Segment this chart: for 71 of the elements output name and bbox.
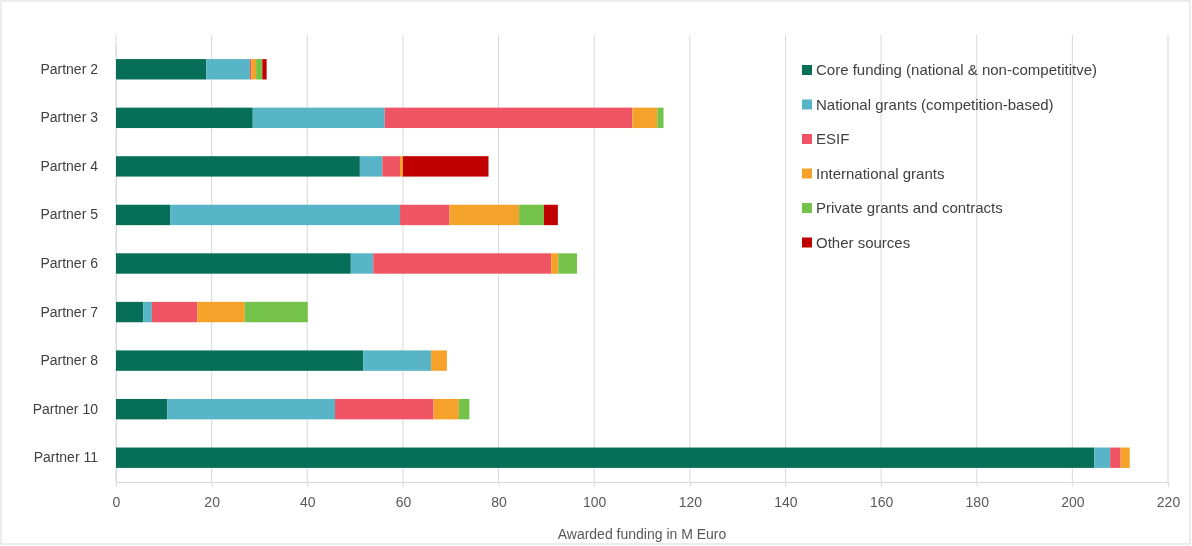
- bar: [116, 107, 253, 129]
- x-tick-label: 160: [869, 493, 894, 510]
- bar: [151, 301, 198, 323]
- y-tick-label: Partner 2: [40, 60, 99, 77]
- bar: [116, 253, 351, 274]
- x-tick-label: 0: [112, 493, 121, 510]
- x-tick-label: 120: [678, 493, 703, 510]
- bar: [252, 107, 385, 129]
- x-tick-label: 100: [583, 493, 607, 510]
- bar: [433, 398, 459, 420]
- bar: [558, 253, 577, 274]
- x-tick-label: 140: [774, 493, 798, 510]
- y-tick-label: Partner 4: [40, 157, 99, 174]
- bar: [400, 156, 403, 177]
- y-tick-label: Partner 10: [32, 400, 99, 417]
- x-axis-title: Awarded funding in M Euro: [557, 526, 727, 542]
- bar: [116, 156, 360, 177]
- bar: [373, 253, 552, 274]
- legend-label: Other sources: [816, 233, 911, 251]
- bar: [431, 350, 447, 371]
- bar: [143, 301, 152, 323]
- x-tick-label: 220: [1156, 493, 1181, 510]
- bar: [251, 59, 257, 80]
- bar: [449, 204, 520, 226]
- y-tick-label: Partner 11: [33, 449, 99, 466]
- bar: [335, 398, 434, 420]
- legend-label: Core funding (national & non-competititve): [816, 61, 1097, 78]
- bar: [551, 253, 559, 274]
- legend-label: Private grants and contracts: [816, 199, 1003, 216]
- legend-label: International grants: [816, 164, 945, 182]
- bar: [116, 447, 1095, 468]
- x-tick-label: 80: [491, 493, 508, 510]
- bar: [400, 204, 450, 226]
- legend-label: National grants (competition-based): [816, 95, 1054, 113]
- legend-label: ESIF: [816, 130, 850, 147]
- bar: [359, 156, 383, 177]
- y-tick-label: Partner 3: [40, 109, 99, 126]
- bar: [350, 253, 374, 274]
- x-tick-label: 180: [965, 493, 990, 510]
- y-tick-label: Partner 5: [40, 206, 99, 223]
- bar: [206, 59, 250, 80]
- bar: [363, 350, 432, 371]
- bar: [170, 204, 401, 226]
- y-tick-label: Partner 8: [40, 352, 99, 369]
- bar: [197, 301, 245, 323]
- bar: [256, 59, 263, 80]
- bar: [543, 204, 558, 226]
- x-tick-label: 40: [299, 493, 316, 510]
- bar: [519, 204, 544, 226]
- bar: [244, 301, 308, 323]
- bar: [384, 107, 633, 129]
- bar: [116, 301, 144, 323]
- y-tick-label: Partner 6: [40, 254, 99, 271]
- bar: [116, 398, 168, 420]
- x-tick-label: 60: [395, 493, 412, 510]
- bar: [1120, 447, 1130, 468]
- bar: [116, 59, 207, 80]
- bar: [116, 350, 364, 371]
- y-tick-label: Partner 7: [40, 303, 99, 320]
- bar: [1094, 447, 1111, 468]
- x-tick-label: 200: [1061, 493, 1085, 510]
- bar: [1110, 447, 1121, 468]
- bar: [382, 156, 401, 177]
- bar: [632, 107, 658, 129]
- bar: [262, 59, 267, 80]
- x-tick-label: 20: [204, 493, 221, 510]
- bar: [458, 398, 470, 420]
- bar: [167, 398, 336, 420]
- bar: [116, 204, 171, 226]
- bar: [402, 156, 489, 177]
- bar: [657, 107, 664, 129]
